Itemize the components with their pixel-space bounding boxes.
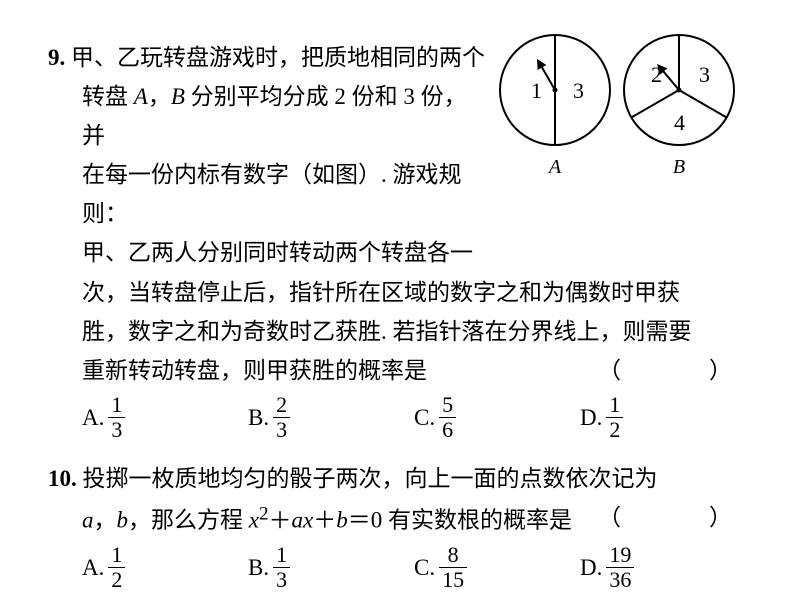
- q10-line-2: a，b，那么方程 x2＋ax＋b＝0 有实数根的概率是 （ ）: [48, 498, 746, 540]
- spinner-a-svg: 1 3: [497, 32, 613, 148]
- q9-line-2: 在每一份内标有数字（如图）. 游戏规则：: [48, 155, 486, 233]
- spinner-b-svg: 2 3 4: [621, 32, 737, 148]
- spinner-figure: 1 3 A 2 3: [488, 32, 746, 184]
- q9-full-2: 胜，数字之和为奇数时乙获胜. 若指针落在分界线上，则需要: [48, 312, 746, 351]
- q9-full-3: 重新转动转盘，则甲获胜的概率是 （ ）: [48, 351, 746, 390]
- q10-paren: （ ）: [598, 498, 746, 540]
- q9-number: 9.: [48, 45, 65, 70]
- q9-line-1: 转盘 A，B 分别平均分成 2 份和 3 份，并: [48, 77, 486, 155]
- q10-options: A. 12 B. 13 C. 815 D. 1936: [48, 544, 746, 591]
- q10-number: 10.: [48, 466, 77, 491]
- q9-line-0: 甲、乙玩转盘游戏时，把质地相同的两个: [71, 45, 485, 70]
- q10-opt-b: B. 13: [248, 544, 414, 591]
- q9-opt-a: A. 13: [82, 394, 248, 441]
- svg-text:3: 3: [699, 62, 710, 87]
- q10-opt-a: A. 12: [82, 544, 248, 591]
- svg-text:3: 3: [573, 78, 584, 103]
- q10-line-1: 投掷一枚质地均匀的骰子两次，向上一面的点数依次记为: [83, 466, 658, 491]
- svg-text:4: 4: [674, 110, 685, 135]
- q9-full-3-text: 重新转动转盘，则甲获胜的概率是: [82, 351, 427, 390]
- q9-paren: （ ）: [598, 351, 746, 390]
- question-10: 10. 投掷一枚质地均匀的骰子两次，向上一面的点数依次记为 a，b，那么方程 x…: [48, 459, 746, 591]
- spinner-a: 1 3 A: [497, 32, 613, 184]
- q10-opt-d: D. 1936: [580, 544, 746, 591]
- q9-line-3: 甲、乙两人分别同时转动两个转盘各一: [48, 233, 486, 272]
- q10-opt-c: C. 815: [414, 544, 580, 591]
- spinner-b: 2 3 4 B: [621, 32, 737, 184]
- q9-opt-d: D. 12: [580, 394, 746, 441]
- q9-opt-b: B. 23: [248, 394, 414, 441]
- svg-text:1: 1: [531, 78, 542, 103]
- spinner-b-label: B: [673, 150, 685, 184]
- q9-full-1: 次，当转盘停止后，指针所在区域的数字之和为偶数时甲获: [48, 273, 746, 312]
- spinner-a-label: A: [549, 150, 561, 184]
- q9-options: A. 13 B. 23 C. 56 D. 12: [48, 394, 746, 441]
- question-9: 1 3 A 2 3: [48, 38, 746, 441]
- q9-opt-c: C. 56: [414, 394, 580, 441]
